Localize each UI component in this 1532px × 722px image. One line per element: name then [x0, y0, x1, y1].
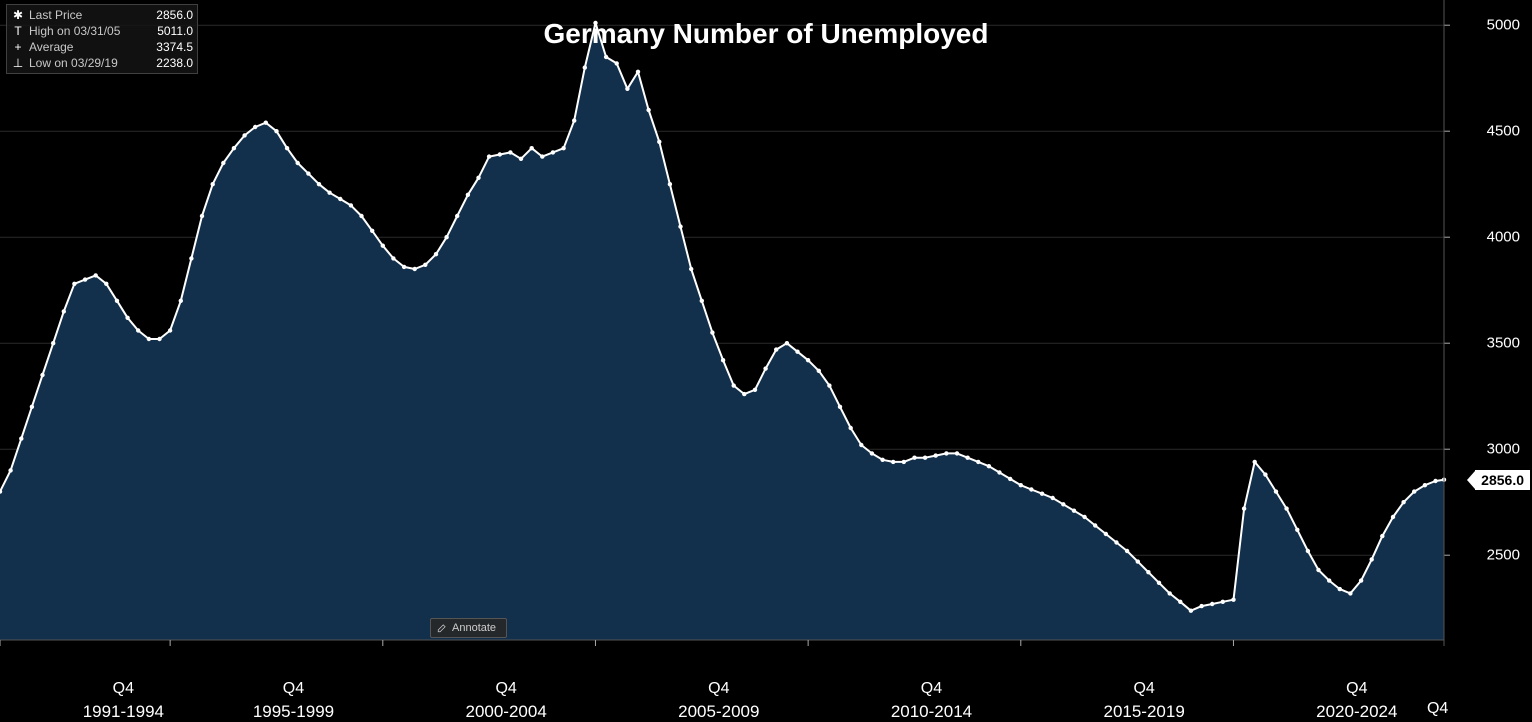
- x-tick-q4: Q4: [861, 680, 1001, 698]
- legend-symbol: ✱: [11, 7, 25, 23]
- legend-row: + Average 3374.5: [11, 39, 193, 55]
- y-tick-label: 3000: [1487, 441, 1520, 458]
- x-tick-range: 2015-2019: [1074, 702, 1214, 722]
- y-tick-label: 4000: [1487, 229, 1520, 246]
- x-tick-q4: Q4: [53, 680, 193, 698]
- legend-symbol: ⊥: [11, 55, 25, 71]
- x-tick-q4: Q4: [649, 680, 789, 698]
- legend-value: 2856.0: [149, 7, 193, 23]
- x-tick-range: 2020-2024: [1287, 702, 1427, 722]
- x-axis-group: Q4 2000-2004: [436, 680, 576, 722]
- x-tick-range: 2010-2014: [861, 702, 1001, 722]
- x-axis-group: Q4 2010-2014: [861, 680, 1001, 722]
- chart-container: Germany Number of Unemployed ✱ Last Pric…: [0, 0, 1532, 722]
- legend-value: 2238.0: [149, 55, 193, 71]
- x-axis-group: Q4 2020-2024: [1287, 680, 1427, 722]
- y-tick-label: 3500: [1487, 335, 1520, 352]
- legend-label: Low on 03/29/19: [29, 55, 149, 71]
- y-tick-label: 5000: [1487, 17, 1520, 34]
- legend-value: 5011.0: [149, 23, 193, 39]
- x-tick-range: 2000-2004: [436, 702, 576, 722]
- y-tick-label: 2500: [1487, 547, 1520, 564]
- legend-label: Last Price: [29, 7, 149, 23]
- pencil-icon: [437, 623, 447, 633]
- annotate-button[interactable]: Annotate: [430, 618, 507, 638]
- x-axis-group: Q4 1995-1999: [223, 680, 363, 722]
- legend-label: High on 03/31/05: [29, 23, 149, 39]
- x-axis-group: Q4 1991-1994: [53, 680, 193, 722]
- x-tick-q4: Q4: [1287, 680, 1427, 698]
- y-tick-label: 4500: [1487, 123, 1520, 140]
- legend-label: Average: [29, 39, 149, 55]
- x-tick-range: 1995-1999: [223, 702, 363, 722]
- x-tick-range: 2005-2009: [649, 702, 789, 722]
- legend-box: ✱ Last Price 2856.0 T High on 03/31/05 5…: [6, 4, 198, 74]
- x-axis-group: Q4 2005-2009: [649, 680, 789, 722]
- legend-row: ⊥ Low on 03/29/19 2238.0: [11, 55, 193, 71]
- legend-symbol: T: [11, 23, 25, 39]
- last-price-tag: 2856.0: [1475, 470, 1530, 490]
- x-tick-range: 1991-1994: [53, 702, 193, 722]
- x-tick-q4: Q4: [1074, 680, 1214, 698]
- legend-row: T High on 03/31/05 5011.0: [11, 23, 193, 39]
- x-tick-q4: Q4: [223, 680, 363, 698]
- legend-row: ✱ Last Price 2856.0: [11, 7, 193, 23]
- legend-symbol: +: [11, 39, 25, 55]
- legend-value: 3374.5: [149, 39, 193, 55]
- chart-plot: [0, 0, 1532, 722]
- x-tick-q4: Q4: [436, 680, 576, 698]
- chart-title: Germany Number of Unemployed: [544, 18, 989, 50]
- annotate-button-label: Annotate: [452, 622, 496, 634]
- x-axis: Q4 Q4 1991-1994 Q4 1995-1999 Q4 2000-200…: [0, 664, 1444, 722]
- x-axis-group: Q4 2015-2019: [1074, 680, 1214, 722]
